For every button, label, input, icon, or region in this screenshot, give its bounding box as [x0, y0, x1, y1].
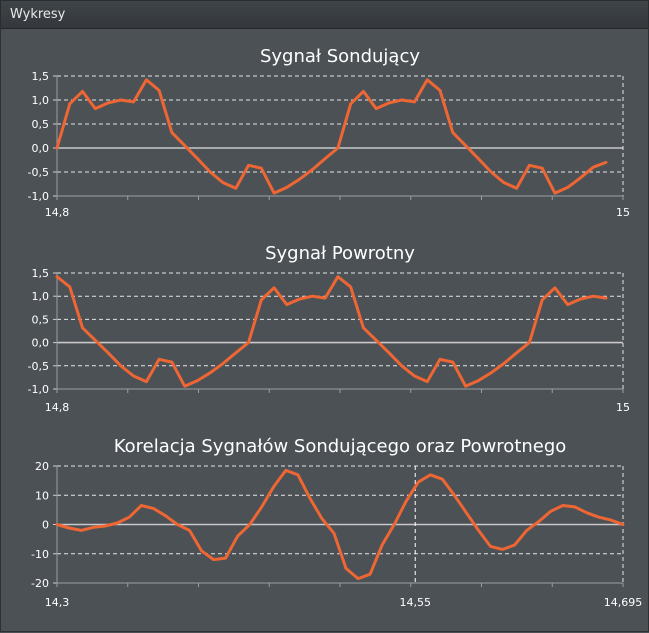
y-tick-label: -10 [31, 548, 49, 561]
window-titlebar: Wykresy [0, 0, 649, 29]
series-line [55, 78, 608, 195]
y-tick-label: -1,0 [28, 190, 49, 203]
y-tick-label: -1,0 [28, 383, 49, 396]
y-tick-label: 10 [35, 489, 49, 502]
y-tick-label: -0,5 [28, 166, 49, 179]
y-tick-label: 0,5 [32, 313, 50, 326]
y-tick-label: 1,0 [32, 290, 50, 303]
chart-title: Sygnał Sondujący [260, 46, 420, 67]
chart-title: Sygnał Powrotny [265, 243, 415, 264]
series-line [55, 468, 625, 581]
y-tick-label: -0,5 [28, 360, 49, 373]
y-tick-label: 1,5 [32, 267, 50, 280]
y-tick-label: 1,0 [32, 94, 50, 107]
x-tick-label: 15 [616, 206, 630, 219]
series-line [55, 275, 608, 388]
window-title: Wykresy [10, 7, 66, 22]
y-tick-label: -20 [31, 577, 49, 590]
y-tick-label: 20 [35, 460, 49, 473]
chart-2: Sygnał Powrotny 1,5 1,0 0,5 0,0 -0,5 -1,0 14,8 1… [28, 243, 630, 414]
x-tick-label: 15 [616, 401, 630, 414]
x-tick-label: 14,695 [604, 596, 643, 609]
x-tick-label: 14,3 [45, 596, 70, 609]
y-tick-label: 0,0 [32, 142, 50, 155]
chart-3: Korelacja Sygnałów Sondującego oraz Powr… [31, 436, 642, 609]
x-tick-label: 14,8 [45, 401, 70, 414]
y-tick-label: 0 [42, 519, 49, 532]
y-tick-label: 0,0 [32, 337, 50, 350]
chart-1: Sygnał Sondujący 1,5 1,0 0,5 0,0 -0,5 -1,0 14,8… [28, 46, 630, 219]
y-tick-label: 1,5 [32, 70, 50, 83]
x-tick-label: 14,8 [45, 206, 70, 219]
y-tick-label: 0,5 [32, 118, 50, 131]
x-tick-label: 14,55 [399, 596, 431, 609]
chart-title: Korelacja Sygnałów Sondującego oraz Powr… [114, 436, 567, 457]
